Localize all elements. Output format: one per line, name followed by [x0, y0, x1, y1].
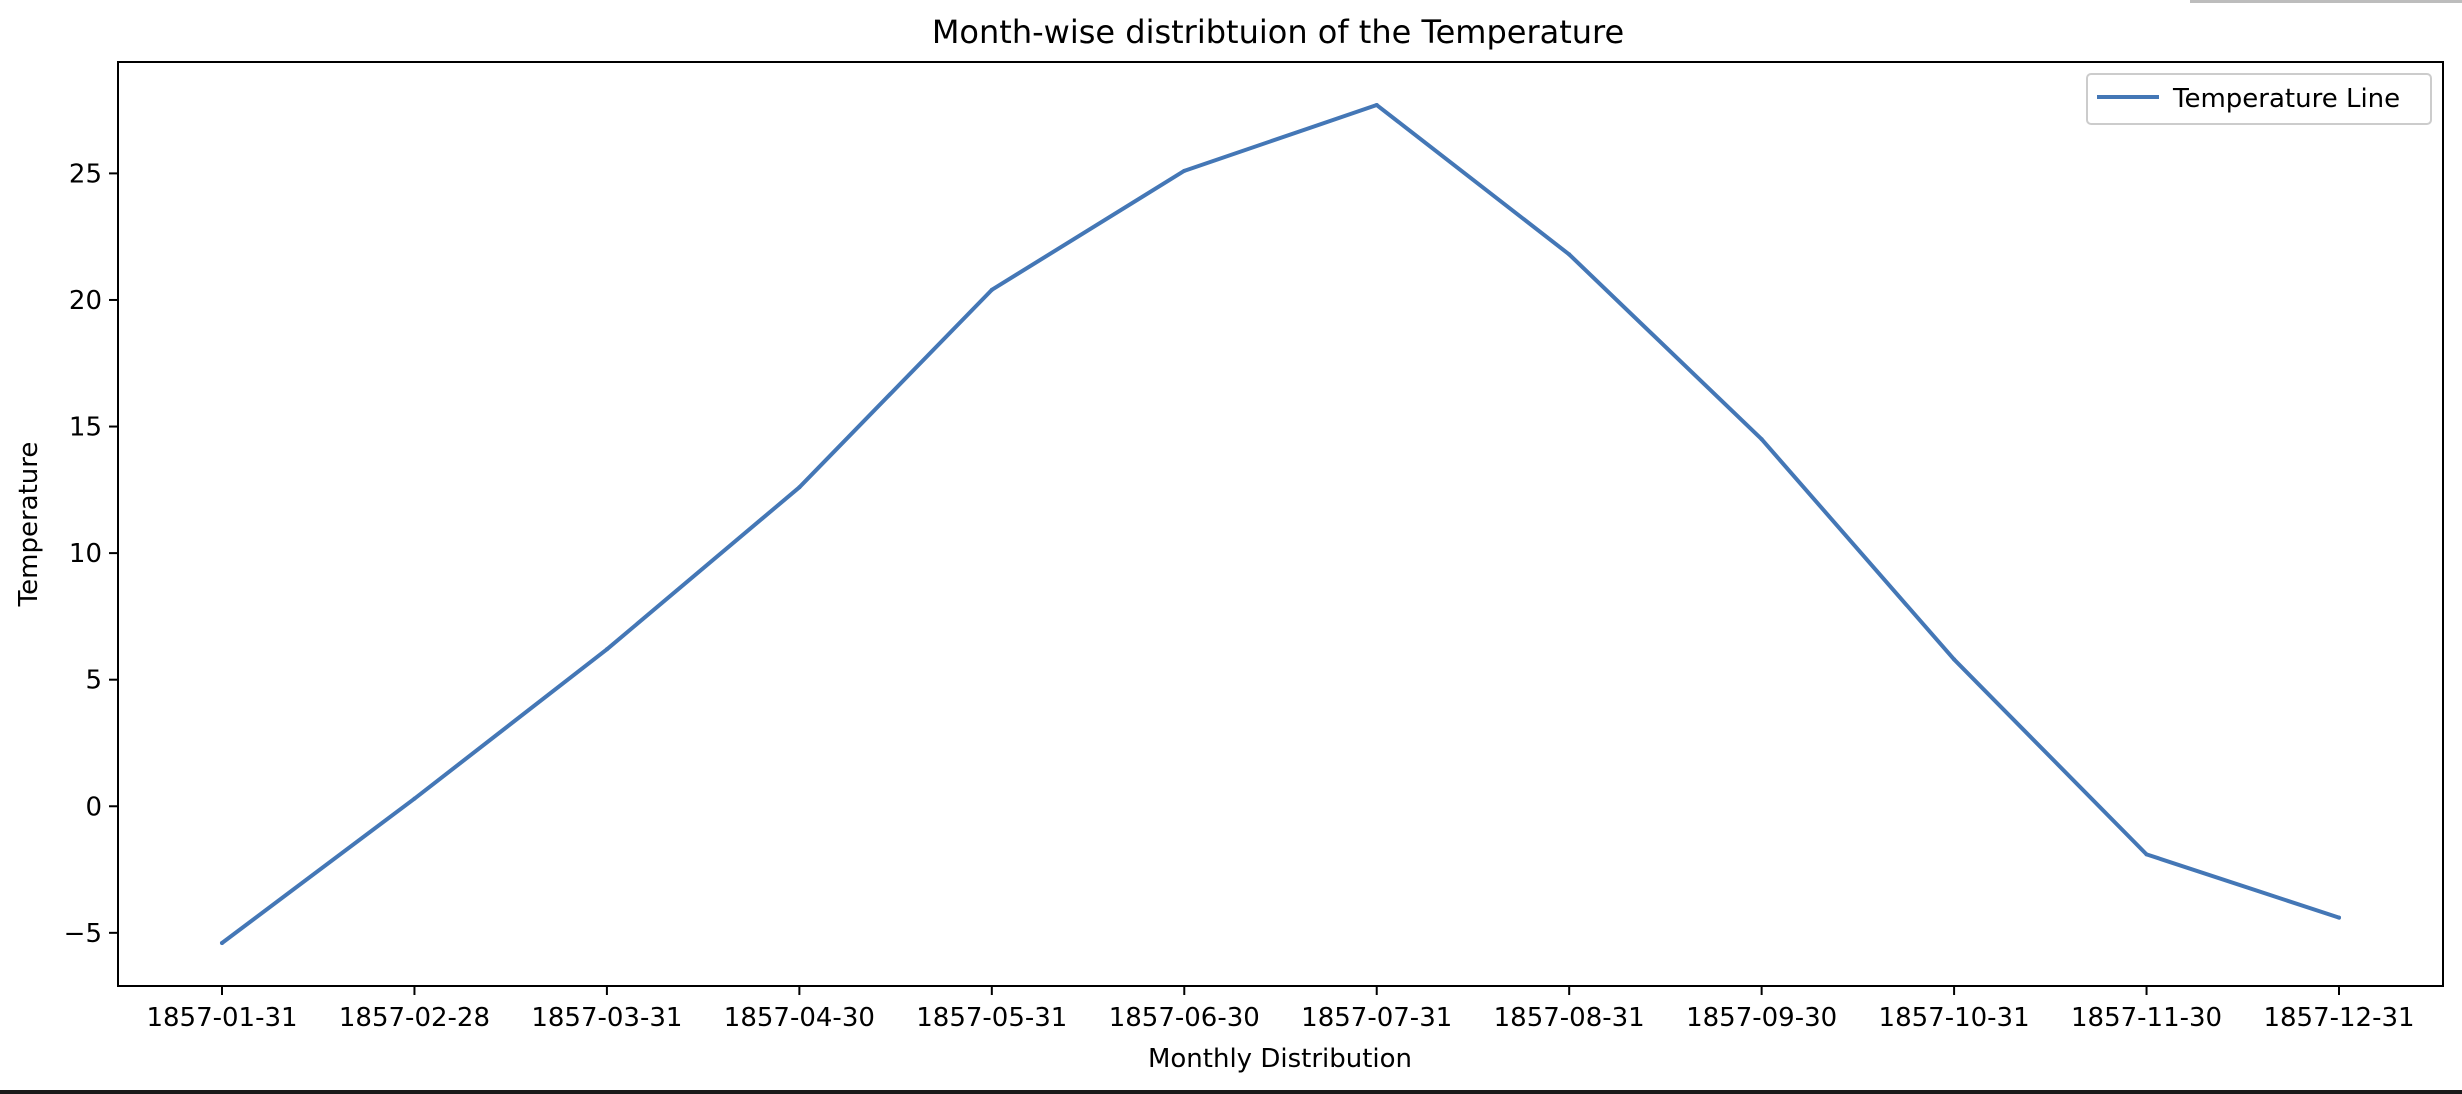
- y-tick-label: 20: [69, 286, 102, 316]
- data-point: [989, 287, 994, 292]
- y-tick-label: −5: [64, 919, 102, 949]
- x-tick-label: 1857-02-28: [339, 1003, 490, 1033]
- data-point: [1374, 103, 1379, 108]
- plot-area: [117, 61, 2444, 987]
- data-point: [220, 940, 224, 945]
- y-axis-title: Temperature: [14, 442, 44, 608]
- x-tick-label: 1857-09-30: [1686, 1003, 1837, 1033]
- legend-box: [2086, 73, 2432, 125]
- legend-label: Temperature Line: [2172, 84, 2400, 114]
- x-tick-label: 1857-08-31: [1494, 1003, 1645, 1033]
- y-tick-label: 10: [69, 539, 102, 569]
- data-point: [1759, 437, 1764, 442]
- page-edge-top: [2190, 0, 2462, 3]
- data-point: [1952, 657, 1957, 662]
- x-tick-label: 1857-11-30: [2071, 1003, 2222, 1033]
- data-point: [1567, 252, 1572, 257]
- data-point: [1182, 168, 1187, 173]
- data-point: [604, 647, 609, 652]
- y-tick-label: 0: [85, 792, 102, 822]
- series-line: [220, 103, 2341, 945]
- x-tick-label: 1857-12-31: [2263, 1003, 2414, 1033]
- series-layer: [220, 103, 2341, 945]
- x-tick-label: 1857-03-31: [531, 1003, 682, 1033]
- x-tick-label: 1857-10-31: [1879, 1003, 2030, 1033]
- x-tick-label: 1857-01-31: [146, 1003, 297, 1033]
- x-tick-label: 1857-06-30: [1109, 1003, 1260, 1033]
- y-axis: −5 0 5 10 15 20 25: [64, 159, 118, 949]
- chart-title: Month-wise distribtuion of the Temperatu…: [932, 13, 1624, 51]
- data-point: [412, 796, 417, 801]
- data-point: [2144, 852, 2149, 857]
- page-edge-bottom: [0, 1090, 2462, 1094]
- x-tick-label: 1857-04-30: [724, 1003, 875, 1033]
- data-point: [797, 485, 802, 490]
- x-tick-label: 1857-07-31: [1301, 1003, 1452, 1033]
- x-axis: 1857-01-31 1857-02-28 1857-03-31 1857-04-30…: [146, 986, 2415, 1033]
- data-point: [2337, 915, 2341, 920]
- legend: Temperature Line: [2086, 73, 2432, 125]
- x-tick-label: 1857-05-31: [916, 1003, 1067, 1033]
- y-tick-label: 5: [85, 666, 102, 696]
- y-tick-label: 25: [69, 159, 102, 189]
- x-axis-title: Monthly Distribution: [1148, 1044, 1412, 1074]
- y-tick-label: 15: [69, 413, 102, 443]
